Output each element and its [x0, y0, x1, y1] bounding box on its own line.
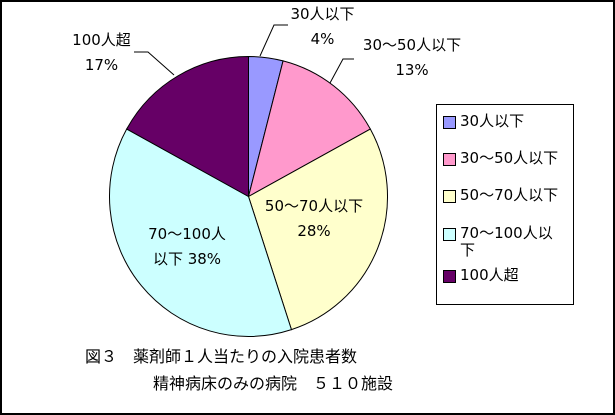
legend-item-label: 50～70人以下 — [460, 186, 559, 204]
pie-slice-3 — [109, 128, 293, 337]
legend-item-label: 30～50人以下 — [460, 149, 559, 167]
legend-swatch — [443, 228, 456, 241]
slice-callout-30以下: 30人以下 4% — [260, 2, 385, 52]
legend-item: 70～100人以下 — [443, 225, 564, 259]
legend-swatch — [443, 190, 456, 203]
slice-label-text: 70～100人 — [148, 225, 226, 243]
slice-callout-100超: 100人超 17% — [39, 28, 164, 78]
legend-swatch — [443, 270, 456, 283]
slice-label-value: 28% — [297, 222, 331, 240]
slice-callout-30-50: 30～50人以下 13% — [342, 33, 482, 83]
slice-label-50-70: 50～70人以下 28% — [244, 194, 384, 244]
leader-line-slice-100超 — [134, 51, 175, 76]
slice-label-text: 50～70人以下 — [264, 197, 364, 215]
pie-slice-4 — [126, 55, 249, 198]
legend-item: 100人超 — [443, 267, 519, 284]
legend-item: 50～70人以下 — [443, 187, 558, 204]
legend: 30人以下 30～50人以下 50～70人以下 70～100人以下 100人超 — [436, 104, 574, 305]
slice-callout-value: 4% — [310, 30, 335, 48]
slice-label-value: 以下 38% — [152, 250, 222, 268]
chart-title: 図３ 薬剤師１人当たりの入院患者数 — [85, 347, 358, 366]
slice-label-70-100: 70～100人 以下 38% — [117, 222, 257, 272]
slice-callout-label: 30人以下 — [290, 5, 355, 23]
legend-item-label: 100人超 — [460, 266, 519, 284]
legend-item-label: 70～100人以下 — [460, 224, 553, 259]
slice-callout-label: 30～50人以下 — [362, 36, 462, 54]
legend-item-label: 30人以下 — [460, 112, 525, 130]
leader-line-slice-30-50 — [329, 58, 354, 84]
legend-item: 30人以下 — [443, 113, 524, 130]
leader-line-slice-30以下 — [259, 24, 288, 57]
pie-slices — [109, 55, 388, 337]
legend-item: 30～50人以下 — [443, 150, 558, 167]
legend-swatch — [443, 116, 456, 129]
slice-callout-value: 17% — [84, 56, 119, 74]
chart-subtitle: 精神病床のみの病院 ５１０施設 — [153, 374, 394, 393]
pie-slice-1 — [247, 60, 371, 198]
slice-callout-value: 13% — [395, 61, 429, 79]
pie-slice-2 — [247, 128, 388, 331]
slice-callout-label: 100人超 — [72, 31, 131, 49]
legend-swatch — [443, 153, 456, 166]
